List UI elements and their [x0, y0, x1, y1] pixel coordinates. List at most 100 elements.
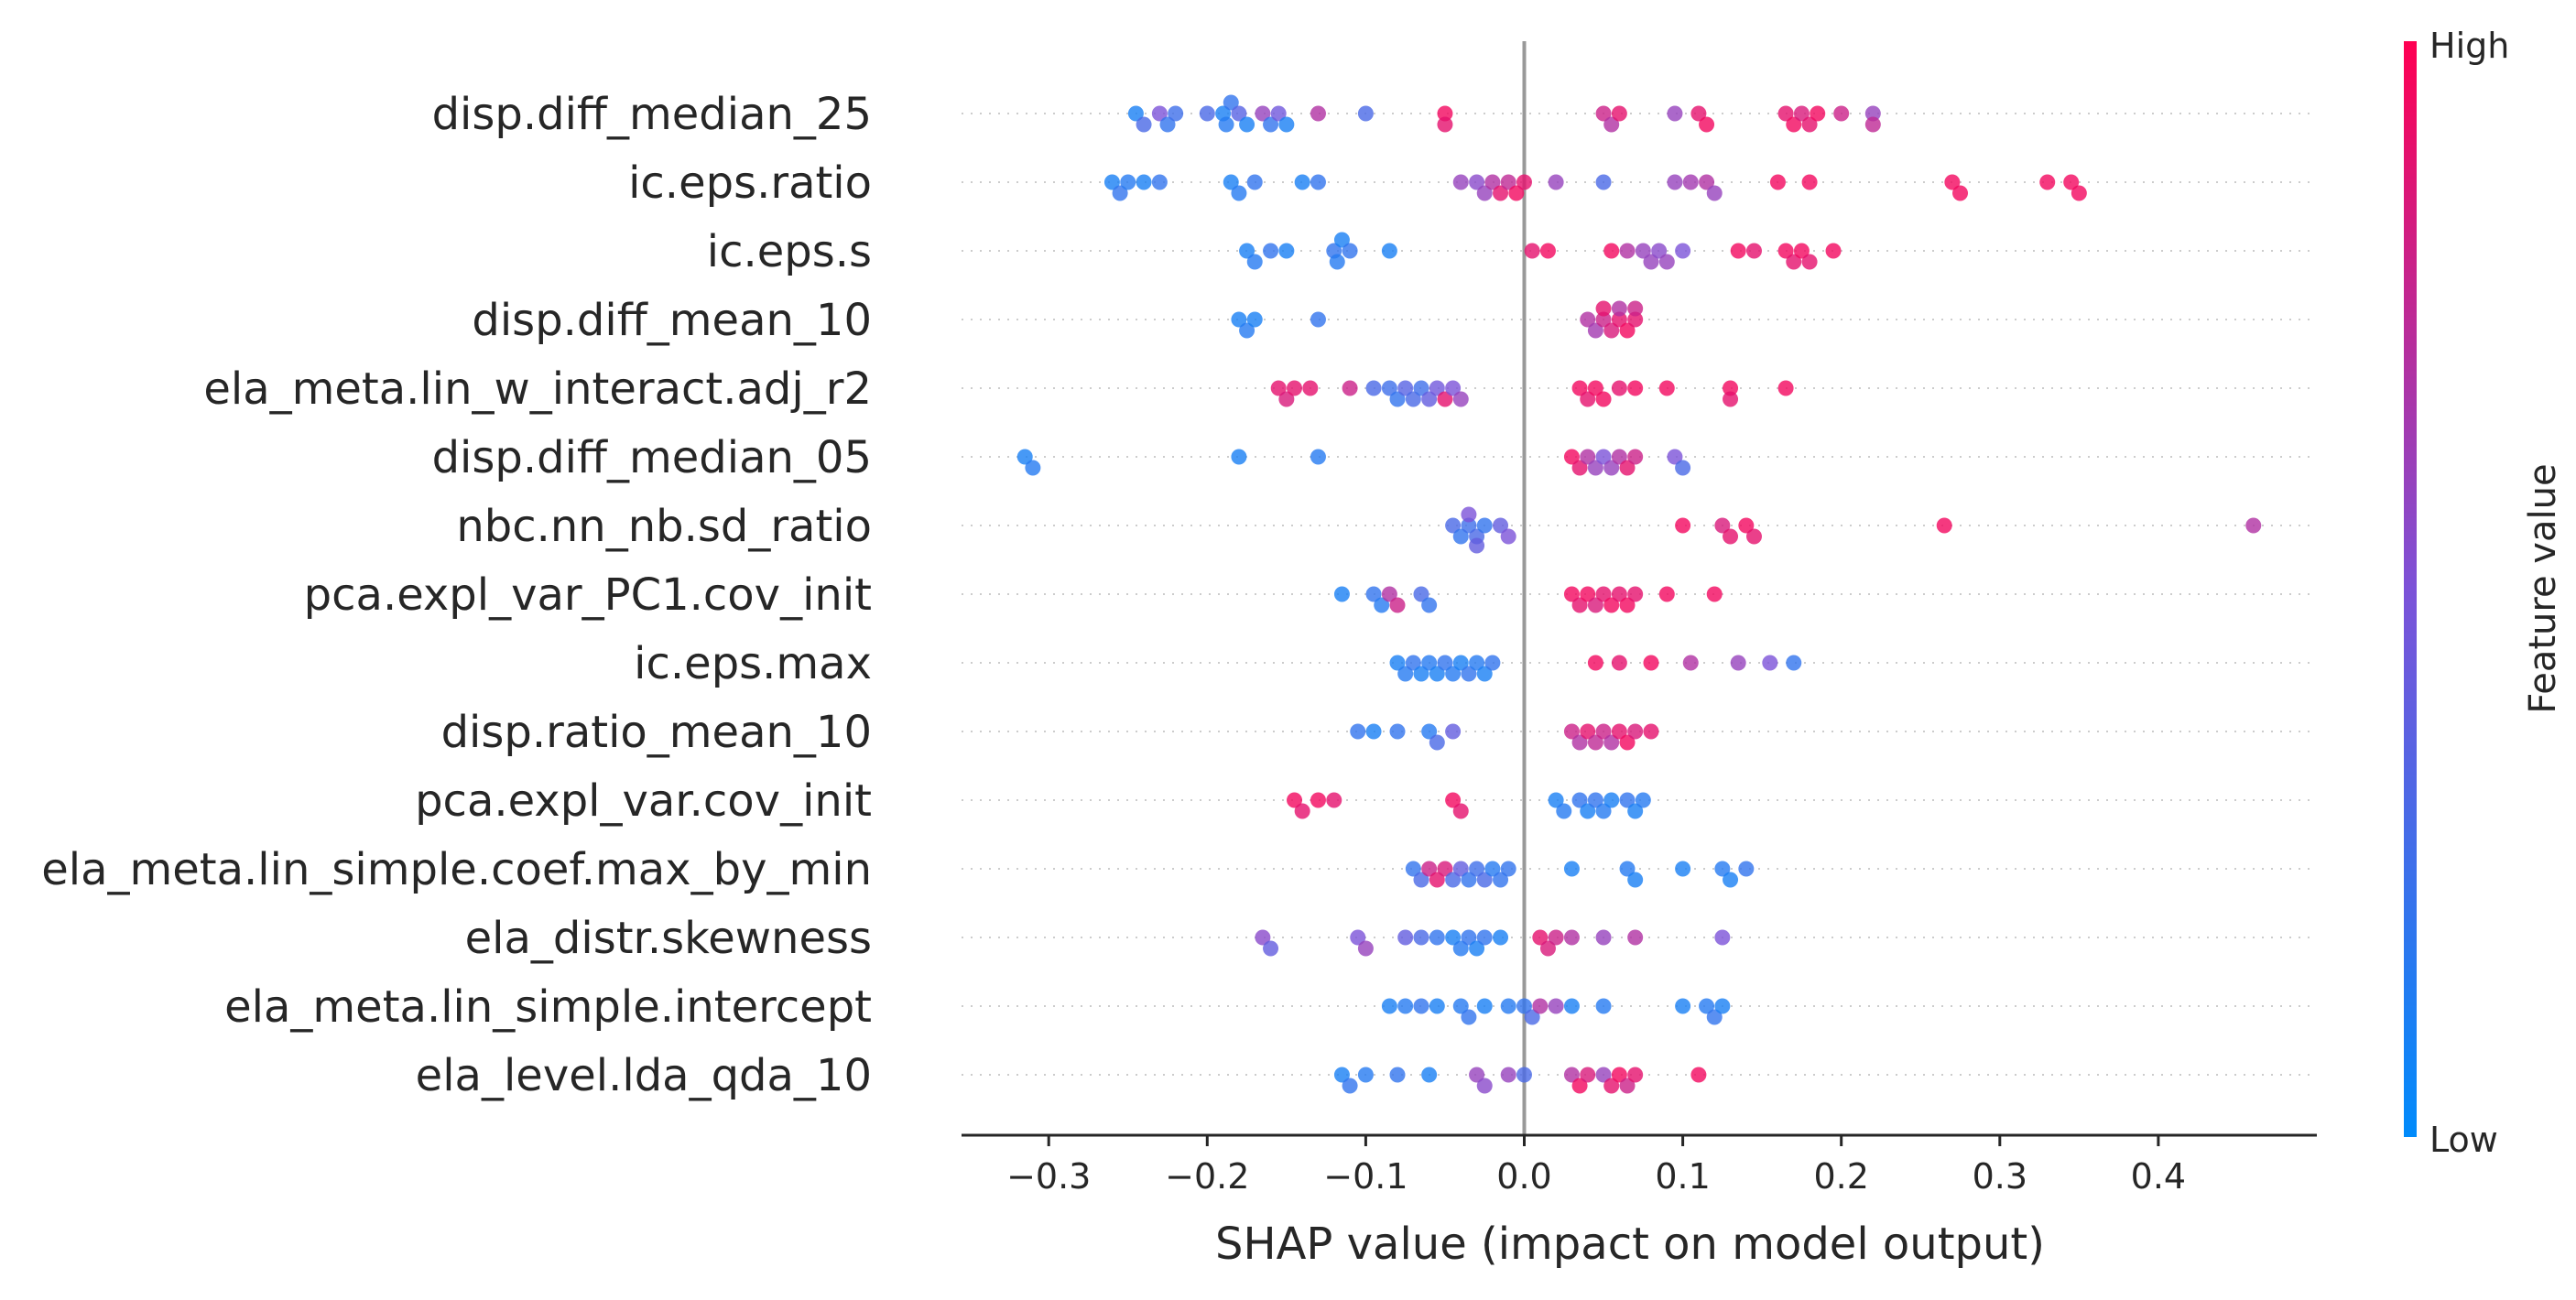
shap-point: [1595, 300, 1612, 317]
shap-point: [1548, 792, 1564, 808]
shap-point: [1397, 998, 1414, 1014]
shap-point: [1278, 116, 1295, 133]
shap-point: [1667, 449, 1683, 465]
feature-label: disp.diff_median_05: [432, 432, 872, 483]
shap-point: [1452, 803, 1469, 819]
feature-label: ic.eps.s: [707, 226, 872, 277]
shap-point: [1421, 1067, 1438, 1083]
colorbar-gradient: [2404, 41, 2417, 1137]
shap-point: [1627, 311, 1644, 328]
shap-point: [1429, 872, 1445, 888]
shap-point: [1603, 597, 1620, 613]
shap-point: [1278, 243, 1295, 259]
shap-point: [1263, 116, 1279, 133]
shap-point: [1587, 460, 1603, 476]
shap-point: [1643, 723, 1659, 740]
shap-point: [1714, 517, 1731, 534]
shap-point: [1413, 586, 1429, 602]
shap-point: [1469, 537, 1485, 554]
shap-point: [1730, 655, 1746, 671]
shap-point: [1762, 655, 1778, 671]
shap-point: [1603, 1078, 1620, 1094]
shap-point: [1801, 174, 1818, 190]
shap-point: [1405, 861, 1421, 877]
shap-point: [1310, 449, 1326, 465]
shap-point: [1350, 929, 1366, 946]
shap-point: [1342, 380, 1358, 396]
shap-point: [1484, 861, 1501, 877]
shap-point: [1310, 311, 1326, 328]
shap-point: [1103, 174, 1120, 190]
shap-point: [1429, 734, 1445, 751]
shap-point: [1571, 792, 1588, 808]
shap-point: [1714, 998, 1731, 1014]
shap-point: [1421, 655, 1438, 671]
shap-point: [1587, 655, 1603, 671]
shap-point: [1627, 929, 1644, 946]
shap-point: [1231, 185, 1247, 201]
shap-point: [1500, 528, 1516, 545]
shap-point: [1699, 998, 1715, 1014]
shap-point: [1231, 105, 1247, 122]
shap-point: [1476, 929, 1493, 946]
shap-point: [1429, 380, 1445, 396]
shap-point: [1723, 528, 1739, 545]
shap-point: [1524, 243, 1540, 259]
shap-point: [1595, 586, 1612, 602]
shap-point: [1595, 311, 1612, 328]
shap-point: [1667, 174, 1683, 190]
feature-label: disp.ratio_mean_10: [441, 707, 872, 758]
shap-point: [1469, 1067, 1485, 1083]
shap-point: [1769, 174, 1786, 190]
shap-point: [1461, 872, 1477, 888]
shap-point: [1381, 243, 1397, 259]
shap-point: [1246, 254, 1263, 270]
shap-point: [1231, 311, 1247, 328]
shap-point: [1246, 174, 1263, 190]
shap-point: [1255, 929, 1271, 946]
shap-point: [1563, 723, 1580, 740]
shap-point: [1603, 460, 1620, 476]
feature-label: disp.diff_mean_10: [472, 295, 872, 346]
colorbar-high-label: High: [2429, 26, 2509, 66]
shap-point: [1595, 803, 1612, 819]
shap-point: [1016, 449, 1033, 465]
shap-point: [1714, 929, 1731, 946]
shap-point: [1619, 861, 1636, 877]
shap-point: [1342, 243, 1358, 259]
shap-point: [1738, 861, 1755, 877]
shap-point: [1136, 116, 1152, 133]
shap-point: [1231, 449, 1247, 465]
shap-point: [1580, 449, 1596, 465]
x-tick-label: 0.3: [1973, 1156, 2027, 1197]
shap-point: [1801, 116, 1818, 133]
shap-point: [1627, 300, 1644, 317]
shap-point: [1571, 380, 1588, 396]
shap-point: [1619, 243, 1636, 259]
shap-point: [1287, 380, 1303, 396]
shap-point: [1627, 449, 1644, 465]
shap-point: [1587, 322, 1603, 339]
feature-labels: disp.diff_median_25 ic.eps.ratio ic.eps.s d…: [41, 89, 872, 1101]
shap-point: [1389, 723, 1406, 740]
shap-point: [1571, 460, 1588, 476]
shap-point: [1532, 998, 1549, 1014]
shap-point: [1571, 1078, 1588, 1094]
shap-point: [1381, 380, 1397, 396]
shap-point: [1627, 586, 1644, 602]
shap-point: [1723, 391, 1739, 407]
shap-point: [1563, 1067, 1580, 1083]
shap-point: [1452, 861, 1469, 877]
shap-point: [1548, 174, 1564, 190]
shap-point: [1476, 185, 1493, 201]
colorbar: High Low Feature value: [2404, 26, 2564, 1160]
shap-point: [1595, 449, 1612, 465]
shap-point: [1500, 174, 1516, 190]
shap-point: [1476, 1078, 1493, 1094]
shap-point: [1595, 105, 1612, 122]
shap-point: [1777, 380, 1794, 396]
shap-point: [1452, 528, 1469, 545]
shap-point: [1461, 929, 1477, 946]
shap-point: [1777, 105, 1794, 122]
shap-point: [1445, 872, 1462, 888]
